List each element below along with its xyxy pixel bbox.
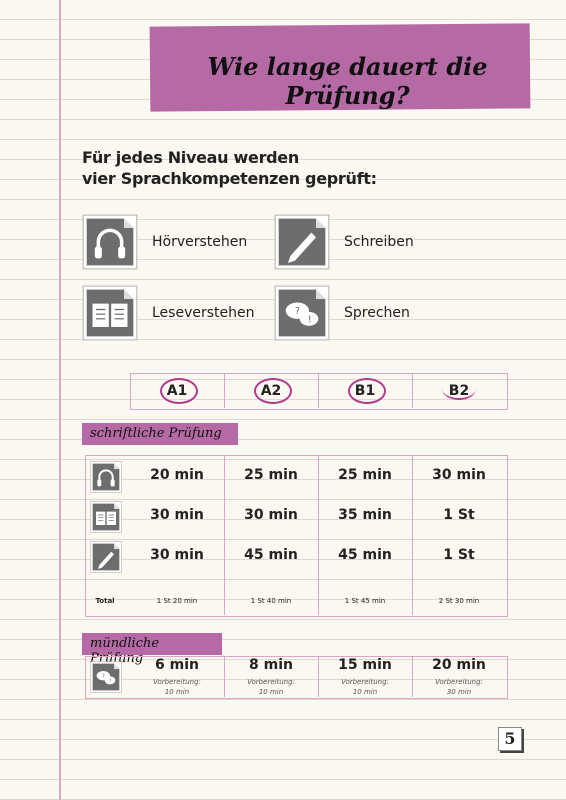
skill-icon [82, 214, 138, 270]
intro-line: Für jedes Niveau werden [82, 148, 299, 167]
duration: 25 min [338, 467, 392, 483]
duration: 1 St [443, 547, 475, 563]
table-divider [224, 373, 225, 408]
svg-text:?: ? [102, 674, 105, 680]
prep-label: Vorbereitung: [247, 678, 295, 686]
prep-label: Vorbereitung: [341, 678, 389, 686]
skill-icon [90, 461, 122, 493]
skill-label: Sprechen [344, 305, 410, 321]
title: Wie lange dauert die Prüfung? [207, 52, 488, 110]
svg-text:!: ! [308, 314, 312, 325]
duration: 8 min [249, 657, 293, 673]
margin-line [59, 0, 61, 800]
duration: 1 St [443, 507, 475, 523]
skill-label: Leseverstehen [152, 305, 255, 321]
skill-icon: ?! [90, 661, 122, 693]
table-divider [412, 455, 413, 615]
section-title: schriftliche Prüfung [82, 423, 238, 445]
prep-time: 30 min [446, 688, 472, 696]
oral-table [85, 656, 508, 699]
skill-icon [90, 501, 122, 533]
skill-icon [274, 214, 330, 270]
skill-label: Hörverstehen [152, 234, 248, 250]
intro-line: vier Sprachkompetenzen geprüft: [82, 169, 377, 188]
duration: 15 min [338, 657, 392, 673]
total: 1 St 20 min [156, 597, 198, 605]
prep-label: Vorbereitung: [153, 678, 201, 686]
level-table [130, 373, 508, 410]
duration: 30 min [432, 467, 486, 483]
skill-icon: ?! [274, 285, 330, 341]
duration: 30 min [150, 507, 204, 523]
level-marker [254, 378, 292, 404]
level-marker [160, 378, 198, 404]
total: 2 St 30 min [438, 597, 480, 605]
duration: 45 min [338, 547, 392, 563]
prep-time: 10 min [164, 688, 190, 696]
prep-time: 10 min [352, 688, 378, 696]
duration: 25 min [244, 467, 298, 483]
table-divider [318, 455, 319, 615]
duration: 35 min [338, 507, 392, 523]
duration: 20 min [432, 657, 486, 673]
duration: 30 min [244, 507, 298, 523]
table-divider [412, 373, 413, 408]
table-divider [318, 656, 319, 697]
section-title: mündliche Prüfung [82, 633, 222, 666]
table-divider [224, 656, 225, 697]
table-divider [318, 373, 319, 408]
total-label: Total [95, 597, 115, 605]
total: 1 St 40 min [250, 597, 292, 605]
skill-icon [82, 285, 138, 341]
duration: 6 min [155, 657, 199, 673]
total: 1 St 45 min [344, 597, 386, 605]
level-marker [442, 378, 476, 400]
written-table [85, 455, 508, 617]
table-divider [412, 656, 413, 697]
duration: 45 min [244, 547, 298, 563]
prep-label: Vorbereitung: [435, 678, 483, 686]
prep-time: 10 min [258, 688, 284, 696]
table-divider [224, 455, 225, 615]
skill-label: Schreiben [344, 234, 414, 250]
skill-icon [90, 541, 122, 573]
duration: 20 min [150, 467, 204, 483]
svg-text:?: ? [295, 306, 300, 317]
level-marker [348, 378, 386, 404]
duration: 30 min [150, 547, 204, 563]
page-number: 5 [498, 727, 522, 751]
svg-text:!: ! [109, 678, 111, 684]
